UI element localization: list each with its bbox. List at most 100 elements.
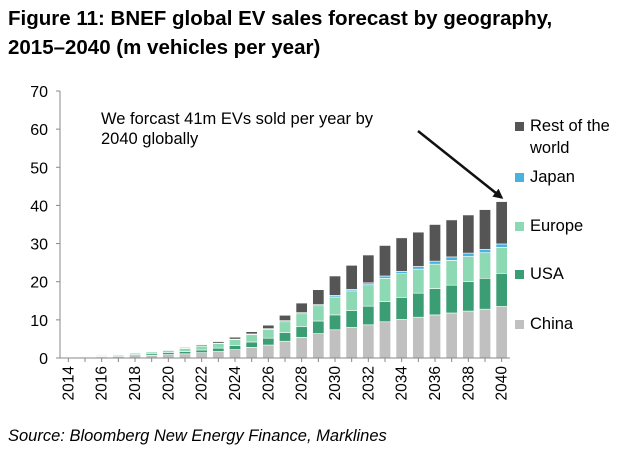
bar-segment-europe bbox=[412, 268, 425, 294]
bar-segment-rest-of-the-world bbox=[412, 231, 425, 267]
bar-stack-2035 bbox=[412, 231, 425, 359]
bar-segment-usa bbox=[279, 332, 291, 342]
legend-swatch bbox=[515, 222, 524, 231]
x-tick-label: 2030 bbox=[327, 366, 344, 401]
bar-segment-japan bbox=[395, 271, 408, 275]
bar-segment-rest-of-the-world bbox=[379, 245, 391, 277]
bar-segment-china bbox=[279, 340, 291, 359]
bar-segment-china bbox=[429, 314, 441, 359]
x-tick-label: 2014 bbox=[60, 366, 77, 401]
bar-segment-usa bbox=[462, 281, 475, 312]
source-note: Source: Bloomberg New Energy Finance, Ma… bbox=[8, 427, 387, 445]
bar-segment-usa bbox=[229, 345, 241, 350]
bar-segment-rest-of-the-world bbox=[162, 349, 175, 351]
bar-segment-usa bbox=[479, 277, 491, 310]
bar-segment-usa bbox=[262, 337, 275, 346]
bar-segment-china bbox=[295, 337, 308, 359]
bar-segment-rest-of-the-world bbox=[212, 341, 225, 344]
bar-segment-europe bbox=[479, 252, 491, 279]
bar-segment-rest-of-the-world bbox=[245, 331, 258, 335]
x-tick-label: 2032 bbox=[360, 366, 377, 400]
bar-segment-rest-of-the-world bbox=[362, 254, 375, 284]
bar-segment-china bbox=[379, 321, 391, 359]
bar-segment-europe bbox=[445, 260, 458, 286]
bar-segment-usa bbox=[412, 292, 425, 318]
bar-segment-china bbox=[329, 329, 341, 359]
bar-stack-2017 bbox=[112, 353, 125, 359]
y-tick-label: 0 bbox=[39, 351, 48, 368]
legend-item-japan: Japan bbox=[515, 168, 575, 186]
annotation-line: 2040 globally bbox=[101, 130, 199, 148]
legend-swatch bbox=[515, 173, 524, 182]
bar-segment-usa bbox=[195, 349, 208, 353]
bar-segment-china bbox=[395, 319, 408, 359]
bar-stack-2029 bbox=[312, 289, 325, 359]
bar-segment-rest-of-the-world bbox=[395, 237, 408, 272]
bar-segment-usa bbox=[362, 305, 375, 326]
y-tick-label: 60 bbox=[30, 122, 48, 139]
bar-segment-rest-of-the-world bbox=[279, 314, 291, 321]
x-tick-label: 2038 bbox=[460, 366, 477, 400]
bar-segment-europe bbox=[312, 305, 325, 322]
bar-segment-europe bbox=[162, 350, 175, 353]
bar-segment-japan bbox=[479, 248, 491, 254]
bar-segment-europe bbox=[212, 343, 225, 349]
chart-title-line-1: Figure 11: BNEF global EV sales forecast… bbox=[8, 7, 553, 30]
annotation-line: We forcast 41m EVs sold per year by bbox=[101, 110, 374, 128]
y-tick-label: 40 bbox=[30, 198, 48, 215]
bar-stack-2023 bbox=[212, 341, 225, 359]
bar-segment-usa bbox=[329, 314, 341, 331]
bars bbox=[62, 201, 508, 359]
bar-segment-rest-of-the-world bbox=[462, 214, 475, 254]
x-tick-label: 2020 bbox=[160, 366, 177, 401]
bar-segment-usa bbox=[179, 351, 191, 355]
bar-segment-europe bbox=[462, 256, 475, 283]
legend-swatch bbox=[515, 270, 524, 279]
legend-label-line: USA bbox=[530, 265, 564, 283]
bar-segment-europe bbox=[379, 277, 391, 302]
bar-segment-usa bbox=[445, 284, 458, 314]
bar-segment-usa bbox=[395, 297, 408, 320]
x-tick-label: 2016 bbox=[94, 366, 111, 400]
bar-segment-europe bbox=[195, 345, 208, 351]
bar-stack-2038 bbox=[462, 214, 475, 359]
bar-stack-2036 bbox=[429, 224, 441, 359]
bar-stack-2040 bbox=[495, 201, 508, 359]
bar-segment-rest-of-the-world bbox=[229, 336, 241, 340]
bar-segment-rest-of-the-world bbox=[295, 302, 308, 313]
bar-stack-2022 bbox=[195, 344, 208, 359]
x-tick-label: 2036 bbox=[427, 366, 444, 400]
bar-segment-europe bbox=[329, 296, 341, 316]
bar-stack-2024 bbox=[229, 336, 241, 359]
x-tick-label: 2022 bbox=[194, 366, 211, 400]
bar-segment-rest-of-the-world bbox=[445, 219, 458, 258]
y-axis: 0 10 20 30 40 50 60 70 bbox=[30, 84, 61, 368]
bar-segment-europe bbox=[395, 273, 408, 298]
bar-segment-usa bbox=[495, 273, 508, 307]
bar-segment-rest-of-the-world bbox=[479, 209, 491, 250]
bar-segment-rest-of-the-world bbox=[329, 275, 341, 296]
legend-item-rest-of-the-world: Rest of the world bbox=[515, 117, 610, 157]
bar-segment-china bbox=[229, 349, 241, 359]
bar-segment-china bbox=[412, 316, 425, 359]
bar-stack-2037 bbox=[445, 219, 458, 359]
bar-stack-2034 bbox=[395, 237, 408, 359]
legend-label: Europe bbox=[530, 217, 583, 235]
legend-label-line: China bbox=[530, 315, 574, 333]
bar-segment-europe bbox=[495, 247, 508, 274]
bar-stack-2021 bbox=[179, 347, 191, 359]
bar-segment-china bbox=[312, 333, 325, 359]
bar-stack-2033 bbox=[379, 245, 391, 359]
x-tick-label: 2024 bbox=[227, 366, 244, 401]
bar-stack-2026 bbox=[262, 324, 275, 359]
annotation-arrow bbox=[417, 130, 504, 199]
x-tick-label: 2018 bbox=[127, 366, 144, 400]
legend-swatch bbox=[515, 122, 524, 131]
x-axis: 2014 2016 2018 2020 2022 2024 2026 2028 2030 2032… bbox=[60, 357, 511, 401]
bar-segment-usa bbox=[312, 320, 325, 334]
bar-segment-rest-of-the-world bbox=[345, 265, 358, 290]
bar-stack-2031 bbox=[345, 265, 358, 359]
bar-segment-japan bbox=[379, 275, 391, 279]
legend-item-europe: Europe bbox=[515, 217, 583, 235]
bar-segment-china bbox=[262, 344, 275, 359]
